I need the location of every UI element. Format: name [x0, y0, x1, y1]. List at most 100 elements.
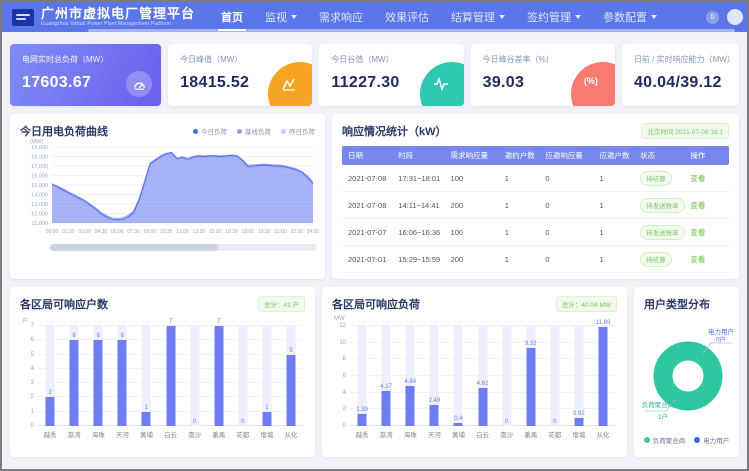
- nav-item-contract[interactable]: 签约管理: [527, 2, 581, 32]
- chevron-down-icon: [499, 15, 505, 19]
- bar-value-label: 0: [553, 419, 556, 425]
- svg-text:01:30: 01:30: [62, 229, 75, 235]
- response-stats-panel: 响应情况统计（kW） 北京时间 2021-07-08 18:1 日期 时段 需求…: [332, 114, 739, 279]
- table-cell: 16:06~16:36: [392, 228, 444, 237]
- bar-value-label: 2: [48, 390, 51, 396]
- donut-label-power-user: 电力用户: [708, 327, 734, 336]
- status-badge: 待发送账单: [640, 225, 685, 240]
- col-header-responders: 应邀户数: [594, 150, 635, 161]
- svg-text:22:30: 22:30: [290, 229, 303, 235]
- legend-dot: [193, 129, 198, 134]
- nav-item-settlement[interactable]: 结算管理: [451, 2, 505, 32]
- x-axis-label: 南沙: [188, 429, 201, 439]
- response-users-panel: 各区局可响应户数 总计：41 户 户012345672越秀6荔湾6海珠6天河1黄…: [10, 287, 315, 457]
- bar-column: 6天河: [110, 326, 134, 426]
- nav-label: 需求响应: [319, 9, 363, 25]
- legend-item-today[interactable]: 今日负荷: [193, 126, 227, 136]
- x-axis-label: 越秀: [44, 429, 57, 439]
- kpi-card-response-capacity: 日前 / 实时响应能力（MW） 40.04/39.12: [622, 44, 739, 106]
- svg-text:12,000: 12,000: [31, 212, 48, 218]
- donut-label-aggregator: 负荷聚合商: [641, 400, 674, 409]
- svg-text:04:30: 04:30: [95, 229, 108, 235]
- legend-item-power-user[interactable]: 电力用户: [694, 435, 729, 445]
- table-cell: 200: [445, 201, 499, 210]
- table-cell: 200: [445, 255, 499, 264]
- bar: [454, 423, 463, 426]
- svg-text:13:30: 13:30: [193, 229, 206, 235]
- bar-value-label: 1: [265, 405, 268, 411]
- bar: [262, 412, 271, 426]
- x-axis-label: 荔湾: [68, 429, 81, 439]
- svg-text:16:30: 16:30: [225, 229, 238, 235]
- legend-label: 负荷聚合商: [653, 435, 686, 445]
- nav-label: 监视: [265, 9, 287, 25]
- svg-text:09:00: 09:00: [144, 229, 157, 235]
- bar-value-label: 0: [193, 419, 196, 425]
- bar: [478, 388, 487, 427]
- view-link[interactable]: 查看: [690, 201, 705, 210]
- line-chart-legend: 今日负荷 基线负荷 昨日负荷: [193, 126, 315, 136]
- notification-badge[interactable]: 0: [706, 11, 719, 24]
- view-link[interactable]: 查看: [690, 228, 705, 237]
- app-subtitle: Guangzhou Virtual Power Plant Management…: [41, 22, 195, 27]
- svg-text:17,000: 17,000: [31, 164, 48, 170]
- legend-item-aggregator[interactable]: 负荷聚合商: [644, 435, 686, 445]
- svg-text:06:00: 06:00: [111, 229, 124, 235]
- datazoom-slider[interactable]: [50, 244, 317, 251]
- bar-column: 2越秀: [38, 326, 62, 426]
- table-cell: 查看: [684, 227, 729, 238]
- chevron-down-icon: [651, 15, 657, 19]
- user-avatar[interactable]: [727, 9, 743, 25]
- bar-column: 0.92增城: [567, 326, 591, 426]
- bar-column: 7番禺: [207, 326, 231, 426]
- x-axis-label: 天河: [116, 429, 129, 439]
- svg-text:24:00: 24:00: [307, 229, 319, 235]
- table-row: 2021-07-0814:11~14:41200101待发送账单查看: [342, 192, 729, 219]
- x-axis-label: 花都: [236, 429, 249, 439]
- response-load-panel: 各区局可响应负荷 总计：40.04 MW MW0246810121.39越秀4.…: [322, 287, 627, 457]
- bar-value-label: 5: [289, 348, 292, 354]
- bar: [142, 412, 151, 426]
- bar-column: 0南沙: [495, 326, 519, 426]
- donut-value-aggregator: 1户: [657, 412, 667, 421]
- nav-item-monitor[interactable]: 监视: [265, 2, 297, 32]
- bar: [70, 340, 79, 426]
- svg-text:19:30: 19:30: [258, 229, 271, 235]
- load-curve-chart: (MW) 11,00012,00013,00014,00015,00016,00…: [16, 140, 319, 243]
- svg-text:16,000: 16,000: [31, 174, 48, 180]
- legend-label: 昨日负荷: [289, 126, 315, 136]
- nav-item-parameters[interactable]: 参数配置: [603, 2, 657, 32]
- percent-icon: (%): [571, 62, 615, 106]
- bar: [430, 405, 439, 426]
- view-link[interactable]: 查看: [690, 255, 705, 264]
- status-badge: 待结算: [640, 171, 672, 186]
- nav-label: 效果评估: [385, 9, 429, 25]
- table-cell: 0: [539, 201, 593, 210]
- main-nav: 首页 监视 需求响应 效果评估 结算管理 签约管理 参数配置: [221, 2, 657, 32]
- datazoom-selection[interactable]: [50, 244, 218, 251]
- table-body: 2021-07-0817:31~18:01100101待结算查看2021-07-…: [342, 165, 729, 273]
- table-cell: 1: [594, 201, 635, 210]
- svg-text:11,000: 11,000: [32, 221, 48, 227]
- table-cell: 2021-07-08: [342, 174, 392, 183]
- legend-item-yesterday[interactable]: 昨日负荷: [281, 126, 315, 136]
- nav-label: 首页: [221, 9, 243, 25]
- nav-item-effect-eval[interactable]: 效果评估: [385, 2, 429, 32]
- bar-column: 1黄埔: [134, 326, 158, 426]
- view-link[interactable]: 查看: [690, 174, 705, 183]
- nav-item-demand-response[interactable]: 需求响应: [319, 2, 363, 32]
- svg-text:12:00: 12:00: [176, 229, 189, 235]
- x-axis-label: 从化: [596, 429, 609, 439]
- donut-value-power-user: 0户: [715, 335, 725, 344]
- svg-text:21:00: 21:00: [274, 229, 287, 235]
- col-header-action: 操作: [684, 150, 729, 161]
- peak-chart-icon: [268, 62, 312, 106]
- svg-text:19,000: 19,000: [31, 145, 48, 151]
- bar-column: 9.32番禺: [519, 326, 543, 426]
- col-header-invited: 邀约户数: [499, 150, 540, 161]
- legend-item-baseline[interactable]: 基线负荷: [237, 126, 271, 136]
- bar-column: 0.4黄埔: [446, 326, 470, 426]
- nav-item-home[interactable]: 首页: [221, 2, 243, 32]
- x-axis-label: 花都: [548, 429, 561, 439]
- svg-text:15,000: 15,000: [31, 183, 48, 189]
